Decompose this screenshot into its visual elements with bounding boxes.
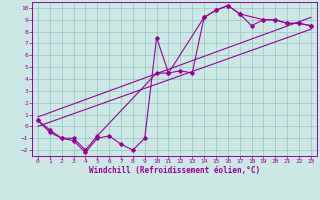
X-axis label: Windchill (Refroidissement éolien,°C): Windchill (Refroidissement éolien,°C) [89, 166, 260, 175]
